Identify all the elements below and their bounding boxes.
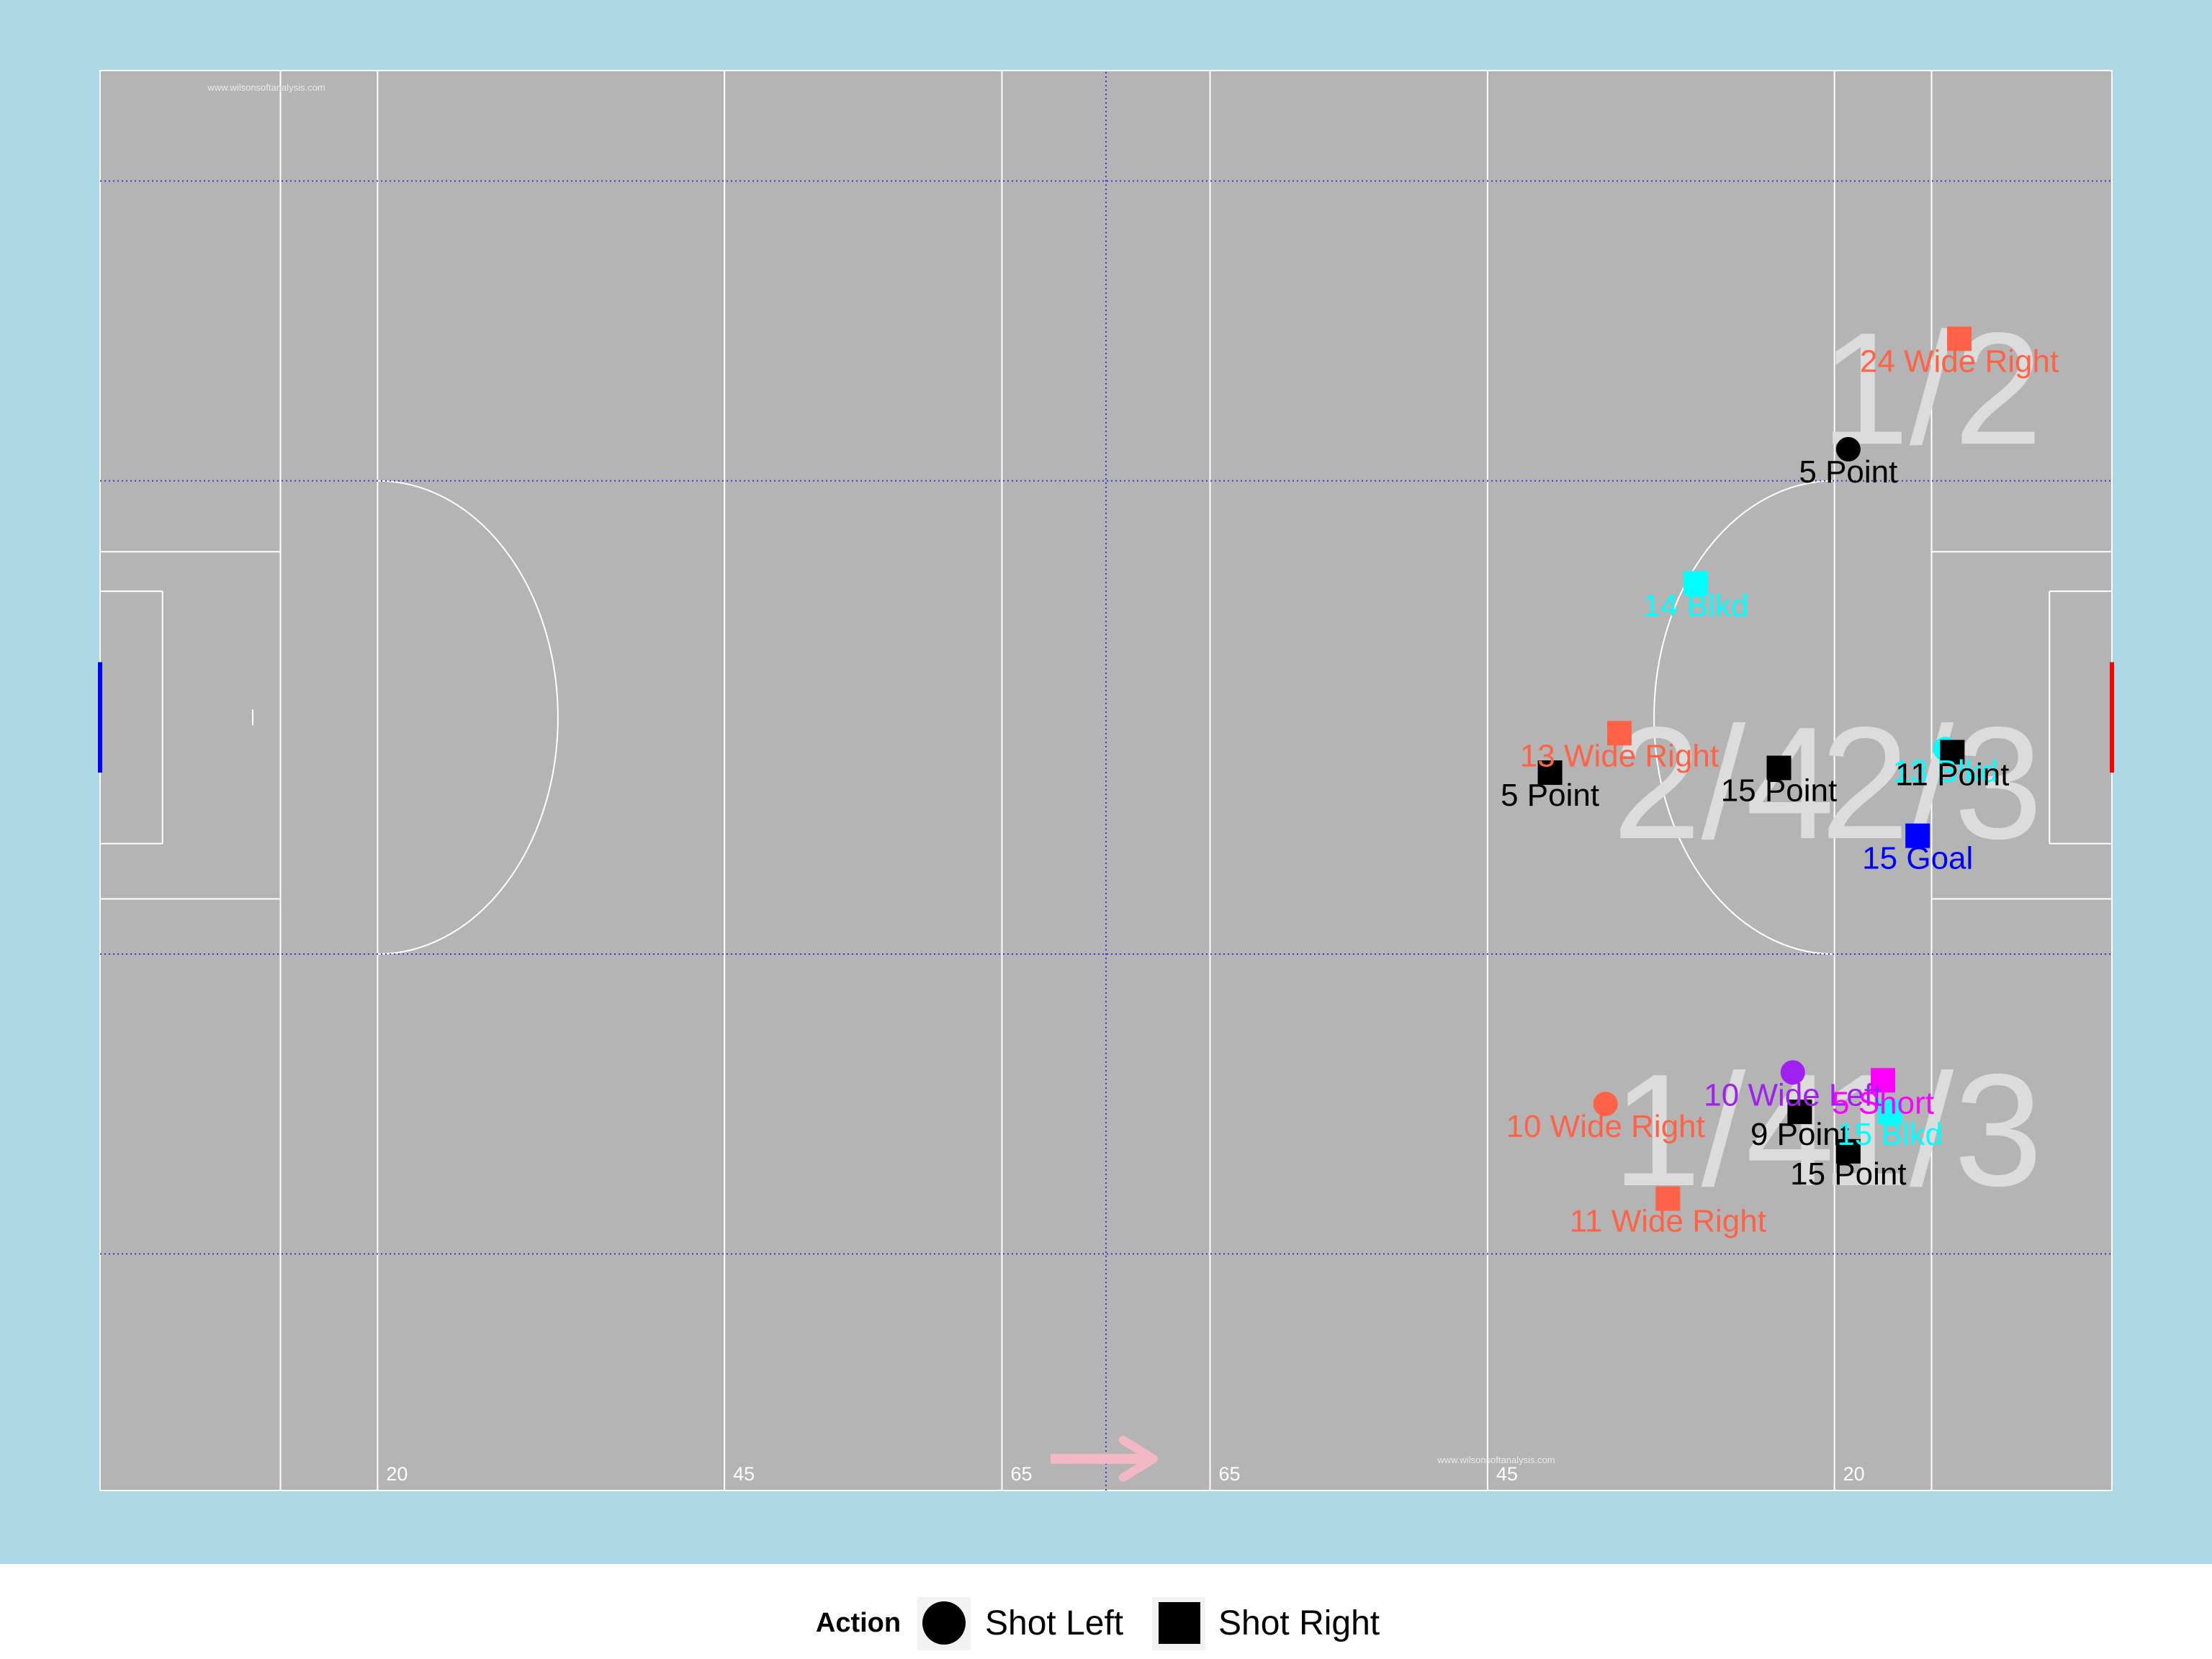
arrow-head <box>1118 1436 1158 1482</box>
zone-label: 2/4 <box>1612 694 1835 873</box>
shot-marker-square <box>1835 1138 1861 1164</box>
zone-labels: 1/22/42/31/41/3 <box>1612 300 2043 1220</box>
shot-label: 13 Wide Right <box>1520 738 1719 773</box>
legend-title: Action <box>816 1608 901 1638</box>
shot-label: 9 Point <box>1750 1117 1849 1152</box>
shot-marker-square <box>1606 721 1632 746</box>
shot-marker-circle <box>1835 436 1861 462</box>
shot-label: 15 Goal <box>1862 841 1973 876</box>
pitch-markings <box>98 71 2114 1491</box>
semicircle-arc <box>377 480 559 956</box>
yard-label: 20 <box>386 1463 408 1485</box>
semicircle-arc <box>1653 480 1835 956</box>
yard-label: 65 <box>1010 1463 1032 1485</box>
shot-marker-square <box>1787 1100 1812 1125</box>
direction-arrow <box>1050 1436 1158 1482</box>
yard-label: 65 <box>1219 1463 1241 1485</box>
watermark-text: www.wilsonsoftanalysis.com <box>1437 1455 1555 1465</box>
shot-marker-square <box>1537 760 1563 786</box>
shot-label: 24 Wide Right <box>1860 343 2059 379</box>
legend-label-shot-left: Shot Left <box>985 1604 1123 1642</box>
watermarks: www.wilsonsoftanalysis.com www.wilsonsof… <box>207 82 1555 1465</box>
yard-line-labels: 20 45 65 65 45 20 <box>386 1463 1864 1485</box>
yard-label: 20 <box>1843 1463 1865 1485</box>
shot-label: 5 Point <box>1799 454 1897 490</box>
zone-grid-lines <box>100 71 2112 1491</box>
shot-label: 10 Wide Right <box>1506 1109 1705 1144</box>
yard-label: 45 <box>1496 1463 1518 1485</box>
shot-marker-square <box>1947 326 1972 351</box>
legend: Action Shot Left Shot Right <box>816 1597 1380 1650</box>
shot-marker-circle <box>1780 1060 1805 1085</box>
shot-label: 10 Wide Left <box>1704 1077 1881 1112</box>
legend-square-icon <box>1159 1602 1200 1644</box>
shot-marker-square <box>1877 1100 1902 1125</box>
shot-marker-square <box>1871 1068 1896 1093</box>
shot-labels: 24 Wide Right 5 Point 14 Blkd 13 Wide Right… <box>1501 343 2059 1238</box>
shot-label: 13 Blkd <box>1892 754 1998 789</box>
legend-circle-icon <box>922 1601 966 1645</box>
legend-label-shot-right: Shot Right <box>1218 1604 1380 1642</box>
shot-label: 15 Point <box>1721 773 1837 808</box>
zone-label: 1/3 <box>1820 1041 2043 1220</box>
shot-marker-circle <box>1593 1092 1618 1117</box>
yard-label: 45 <box>733 1463 755 1485</box>
shot-label: 14 Blkd <box>1643 588 1749 624</box>
shot-marker-square <box>1655 1186 1681 1211</box>
legend-background <box>0 1564 2212 1659</box>
shot-marker-square <box>1683 571 1708 596</box>
shot-label: 5 Point <box>1501 778 1599 813</box>
zone-label: 2/3 <box>1820 694 2043 873</box>
shot-marker-square <box>1905 823 1930 848</box>
shot-label: 11 Wide Right <box>1570 1204 1766 1239</box>
shot-marker-square <box>1940 739 1965 765</box>
shot-label: 11 Point <box>1895 757 2009 793</box>
watermark-text: www.wilsonsoftanalysis.com <box>207 82 325 93</box>
shot-label: 15 Blkd <box>1837 1117 1943 1152</box>
shot-label: 15 Point <box>1790 1156 1906 1192</box>
shot-markers <box>1537 326 1972 1211</box>
shot-label: 5 Short <box>1832 1085 1934 1120</box>
shot-marker-square <box>1766 755 1791 781</box>
